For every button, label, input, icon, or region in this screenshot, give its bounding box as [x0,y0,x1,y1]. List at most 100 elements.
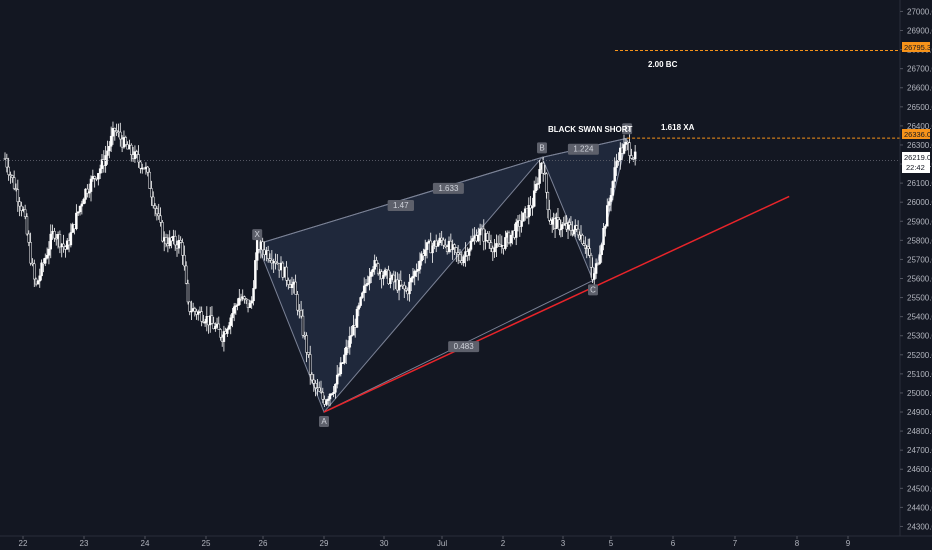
candle-body [375,260,378,265]
candle-body [321,392,325,400]
candle-body [522,212,525,222]
candle-body [355,308,359,328]
candle-body [151,196,155,206]
candle-body [364,284,368,287]
y-tick-label: 25600.0 [907,274,932,283]
point-label-text: X [255,230,261,239]
candle-body [47,248,51,256]
candle-body [40,262,43,277]
candle-body [137,154,140,163]
candle-body [203,321,207,324]
candle-body [600,244,603,255]
candle-body [346,346,350,349]
point-label-text: D [624,124,630,133]
ratio-label: 1.633 [432,182,464,194]
candle-body [12,177,16,189]
x-tick-label: 25 [202,539,211,548]
candle-body [227,325,231,330]
candle-body [150,188,153,198]
candle-body [456,252,460,255]
candle-body [29,242,32,264]
candle-body [332,391,335,394]
candle-body [190,310,193,313]
candle-body [312,379,316,384]
candle-body [444,244,447,248]
candle-body [403,285,406,290]
candle-body [157,213,160,217]
candle-body [231,313,234,319]
candle-body [376,263,380,275]
candle-body [404,288,408,291]
candle-body [558,219,561,231]
candle-body [294,281,297,295]
candle-body [310,374,314,381]
candle-body [328,393,332,400]
candle-body [536,183,540,185]
candle-body [130,144,133,155]
ratio-label: 0.483 [448,341,480,353]
candle-body [115,130,118,133]
ratio-label: 1.224 [567,143,599,155]
candle-body [369,271,373,277]
candle-body [357,305,361,310]
candle-body [98,168,102,174]
candle-body [159,215,162,223]
x-tick-label: 7 [733,539,738,548]
candle-body [314,383,317,388]
level-label-200-bc: 2.00 BC [648,60,678,69]
candle-body [546,192,550,210]
candle-body [350,334,353,337]
candle-body [337,373,341,376]
candle-body [418,260,422,270]
candle-body [602,227,605,246]
candle-body [177,240,181,249]
y-axis-panel[interactable] [900,0,932,550]
candle-body [431,245,434,254]
ratio-label-text: 1.633 [438,184,459,193]
candle-body [109,135,113,147]
candle-body [305,335,308,353]
candle-body [442,239,445,246]
y-tick-label: 24300.0 [907,522,932,531]
candle-body [44,257,47,264]
candle-body [80,203,84,207]
point-label-text: A [321,417,327,426]
candle-body [436,242,440,247]
candle-body [339,362,343,375]
candle-body [572,229,576,235]
candle-body [541,162,545,174]
candle-body [183,254,186,267]
candle-body [619,147,622,161]
candle-body [486,233,489,241]
candle-body [453,244,456,248]
candle-body [589,254,593,268]
candle-body [193,308,197,312]
x-tick-label: 26 [259,539,268,548]
candle-body [496,243,500,245]
candle-body [36,280,40,285]
candle-body [458,254,462,262]
y-tick-label: 25500.0 [907,294,932,303]
candle-body [33,263,36,280]
candle-body [290,284,294,288]
candle-body [232,306,236,314]
y-tick-label: 24500.0 [907,484,932,493]
candle-body [504,237,507,249]
candle-body [392,274,396,283]
candle-body [569,224,573,231]
candle-body [111,128,115,137]
candle-body [87,191,91,194]
candle-body [478,228,482,236]
candle-body [366,283,369,285]
y-tick-label: 25100.0 [907,370,932,379]
candle-body [23,209,27,217]
candle-body [341,362,344,364]
point-label-box [537,142,547,154]
candle-body [334,383,337,393]
candle-body [389,278,392,284]
candle-body [559,228,563,231]
y-tick-label: 25200.0 [907,351,932,360]
candle-body [425,242,429,250]
